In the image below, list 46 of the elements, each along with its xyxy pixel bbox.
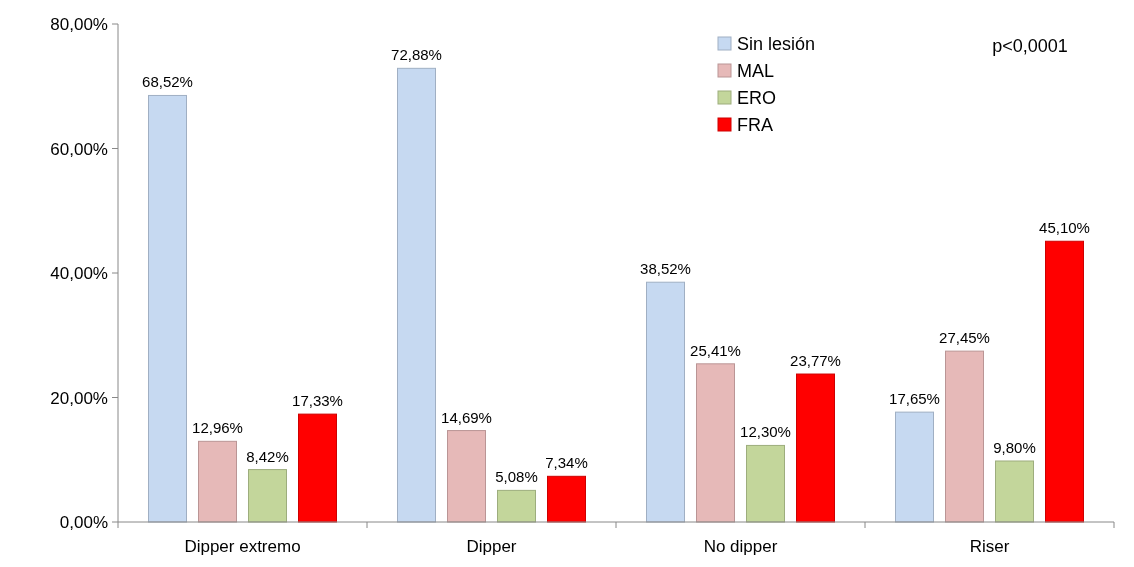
bar	[895, 411, 934, 523]
data-label: 5,08%	[495, 468, 538, 486]
y-tick-label: 20,00%	[50, 388, 108, 408]
data-label: 8,42%	[246, 447, 289, 465]
bar	[1045, 240, 1084, 523]
bar	[646, 281, 685, 523]
data-label: 68,52%	[142, 73, 193, 91]
legend-label: MAL	[737, 61, 775, 81]
x-tick-label: Dipper extremo	[184, 537, 301, 556]
data-label: 9,80%	[993, 438, 1036, 456]
bar	[397, 67, 436, 523]
data-label: 14,69%	[441, 408, 492, 426]
data-label: 27,45%	[939, 329, 990, 347]
data-label: 17,65%	[889, 390, 940, 408]
annotation: p<0,0001	[992, 36, 1068, 56]
bar	[148, 94, 187, 523]
bar	[547, 475, 586, 523]
y-tick-label: 0,00%	[59, 513, 108, 532]
bar	[995, 460, 1034, 523]
bar	[796, 373, 835, 523]
bar	[497, 489, 536, 523]
y-tick-label: 60,00%	[50, 139, 108, 159]
data-label: 38,52%	[640, 260, 691, 278]
data-label: 25,41%	[690, 341, 741, 359]
data-label: 7,34%	[545, 454, 588, 472]
bar	[248, 469, 287, 523]
legend-label: Sin lesión	[737, 34, 816, 54]
x-tick-label: No dipper	[703, 537, 778, 556]
legend-label: ERO	[737, 88, 777, 108]
data-label: 72,88%	[391, 46, 442, 64]
bar	[198, 440, 237, 523]
y-tick-label: 40,00%	[50, 264, 108, 283]
bar	[945, 350, 984, 523]
x-tick-label: Riser	[969, 537, 1010, 556]
y-tick-label: 80,00%	[50, 15, 108, 34]
bar	[746, 444, 785, 523]
legend-label: FRA	[737, 115, 773, 135]
data-label: 23,77%	[790, 352, 841, 370]
bar	[696, 363, 735, 523]
data-label: 45,10%	[1039, 219, 1090, 237]
data-label: 12,30%	[740, 423, 791, 441]
bar	[298, 413, 337, 523]
bar	[447, 430, 486, 523]
data-label: 12,96%	[192, 419, 243, 437]
x-tick-label: Dipper	[466, 537, 517, 556]
data-label: 17,33%	[292, 392, 343, 410]
